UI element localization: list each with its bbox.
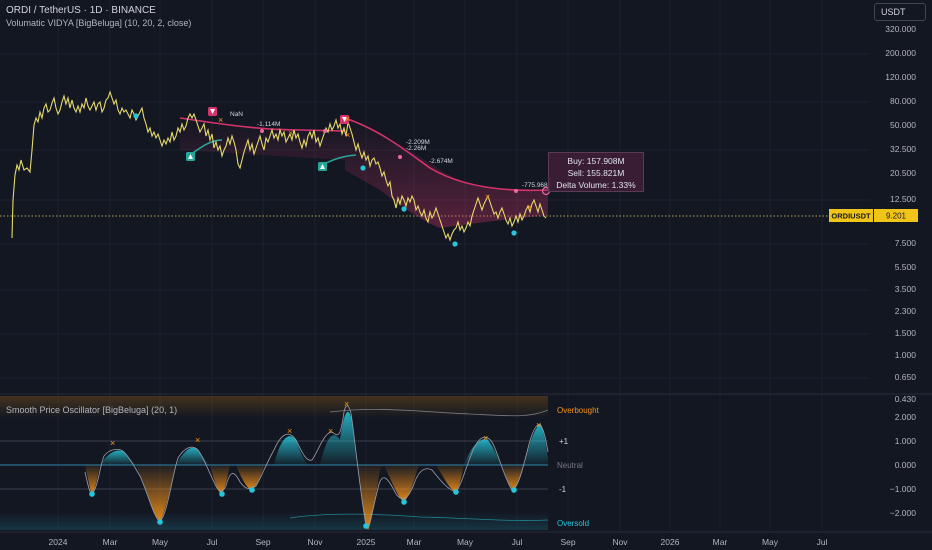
x-marker: × — [485, 192, 490, 202]
svg-text:×: × — [110, 438, 115, 448]
svg-text:ORDIUSDT: ORDIUSDT — [831, 212, 871, 221]
svg-text:1.000: 1.000 — [895, 436, 917, 446]
svg-text:3.500: 3.500 — [895, 284, 917, 294]
oscillator-pane: × × × × × × × — [0, 396, 549, 530]
plus1-label: +1 — [559, 437, 569, 446]
svg-text:120.000: 120.000 — [885, 72, 916, 82]
x-marker: × — [345, 114, 350, 124]
svg-text:80.000: 80.000 — [890, 96, 916, 106]
currency-button[interactable]: USDT — [874, 3, 926, 21]
time-axis[interactable]: 2024 Mar May Jul Sep Nov 2025 Mar May Ju… — [49, 537, 828, 547]
svg-text:Sep: Sep — [255, 537, 270, 547]
oversold-label: Oversold — [557, 519, 589, 528]
neutral-label: Neutral — [557, 461, 583, 470]
svg-text:Mar: Mar — [103, 537, 118, 547]
price-axis[interactable]: 320.000 200.000 120.000 80.000 50.000 32… — [885, 24, 916, 404]
oscillator-axis[interactable]: 2.000 1.000 0.000 −1.000 −2.000 — [890, 412, 917, 518]
svg-text:20.500: 20.500 — [890, 168, 916, 178]
vidya-bear-line-1 — [179, 117, 346, 132]
svg-text:Mar: Mar — [713, 537, 728, 547]
grid — [0, 0, 870, 530]
symbol-badge — [829, 209, 873, 222]
svg-text:9.201: 9.201 — [886, 212, 907, 221]
svg-text:Jul: Jul — [512, 537, 523, 547]
svg-text:×: × — [344, 399, 349, 409]
volume-annotations: NaN -1.114M -2.209M -2.26M -2.674M -775.… — [230, 111, 553, 189]
tooltip-delta: Delta Volume: 1.33% — [556, 180, 636, 190]
cyan-dot-marker — [401, 206, 407, 212]
svg-text:May: May — [152, 537, 169, 547]
last-price-badge — [874, 209, 918, 222]
oscillator-zone-labels: Overbought +1 Neutral -1 Oversold — [557, 406, 600, 528]
pink-dot-marker — [398, 155, 402, 159]
oscillator-legend[interactable]: Smooth Price Oscillator [BigBeluga] (20,… — [6, 405, 178, 415]
svg-text:5.500: 5.500 — [895, 262, 917, 272]
svg-text:-2.26M: -2.26M — [406, 145, 426, 152]
svg-text:Jul: Jul — [817, 537, 828, 547]
svg-text:×: × — [287, 426, 292, 436]
vidya-indicator-legend[interactable]: Volumatic VIDYA [BigBeluga] (10, 20, 2, … — [6, 18, 192, 28]
x-marker: × — [527, 202, 532, 212]
svg-text:Nov: Nov — [307, 537, 323, 547]
svg-text:-775.968K: -775.968K — [522, 182, 553, 189]
vidya-bear-line-2 — [344, 117, 549, 192]
cyan-dot-marker — [360, 165, 366, 171]
minus1-label: -1 — [559, 485, 567, 494]
svg-text:−2.000: −2.000 — [890, 508, 917, 518]
svg-text:2.000: 2.000 — [895, 412, 917, 422]
svg-text:-2.674M: -2.674M — [429, 158, 453, 165]
svg-text:200.000: 200.000 — [885, 48, 916, 58]
cyan-dot-marker — [133, 113, 139, 119]
svg-text:NaN: NaN — [230, 111, 243, 118]
svg-text:May: May — [457, 537, 474, 547]
pink-dot-marker — [323, 129, 327, 133]
svg-text:−1.000: −1.000 — [890, 484, 917, 494]
svg-text:7.500: 7.500 — [895, 238, 917, 248]
tooltip-buy: Buy: 157.908M — [567, 156, 625, 166]
svg-text:×: × — [483, 433, 488, 443]
tooltip-sell: Sell: 155.821M — [567, 168, 625, 178]
svg-text:-1.114M: -1.114M — [257, 121, 280, 128]
vidya-bear-fill-2 — [345, 118, 548, 228]
svg-text:2026: 2026 — [661, 537, 680, 547]
overbought-label: Overbought — [557, 406, 600, 415]
price-series[interactable] — [11, 90, 547, 242]
svg-text:50.000: 50.000 — [890, 120, 916, 130]
cyan-dot-marker — [452, 241, 458, 247]
svg-text:12.500: 12.500 — [890, 194, 916, 204]
svg-text:0.000: 0.000 — [895, 460, 917, 470]
svg-text:-2.209M: -2.209M — [406, 139, 430, 146]
svg-text:320.000: 320.000 — [885, 24, 916, 34]
x-marker: × — [218, 115, 223, 125]
x-marker: × — [288, 128, 293, 138]
svg-text:Mar: Mar — [407, 537, 422, 547]
svg-text:2025: 2025 — [357, 537, 376, 547]
svg-text:Sep: Sep — [560, 537, 575, 547]
svg-text:×: × — [195, 435, 200, 445]
svg-text:Nov: Nov — [612, 537, 628, 547]
price-signal-markers: × × × × × × — [133, 107, 551, 247]
lower-band — [289, 513, 549, 521]
svg-text:×: × — [328, 426, 333, 436]
svg-text:2024: 2024 — [49, 537, 68, 547]
svg-text:32.500: 32.500 — [890, 144, 916, 154]
svg-text:0.430: 0.430 — [895, 394, 917, 404]
svg-text:×: × — [536, 420, 541, 430]
svg-text:Jul: Jul — [207, 537, 218, 547]
symbol-title[interactable]: ORDI / TetherUS · 1D · BINANCE — [6, 5, 156, 16]
pink-dot-marker — [260, 129, 264, 133]
svg-text:2.300: 2.300 — [895, 306, 917, 316]
svg-text:1.500: 1.500 — [895, 328, 917, 338]
upper-band — [329, 409, 549, 417]
svg-text:May: May — [762, 537, 779, 547]
cyan-dot-marker — [511, 230, 517, 236]
pink-dot-marker — [514, 189, 518, 193]
svg-text:0.650: 0.650 — [895, 372, 917, 382]
volume-tooltip: Buy: 157.908M Sell: 155.821M Delta Volum… — [548, 152, 644, 192]
svg-text:1.000: 1.000 — [895, 350, 917, 360]
x-marker: × — [345, 130, 350, 140]
